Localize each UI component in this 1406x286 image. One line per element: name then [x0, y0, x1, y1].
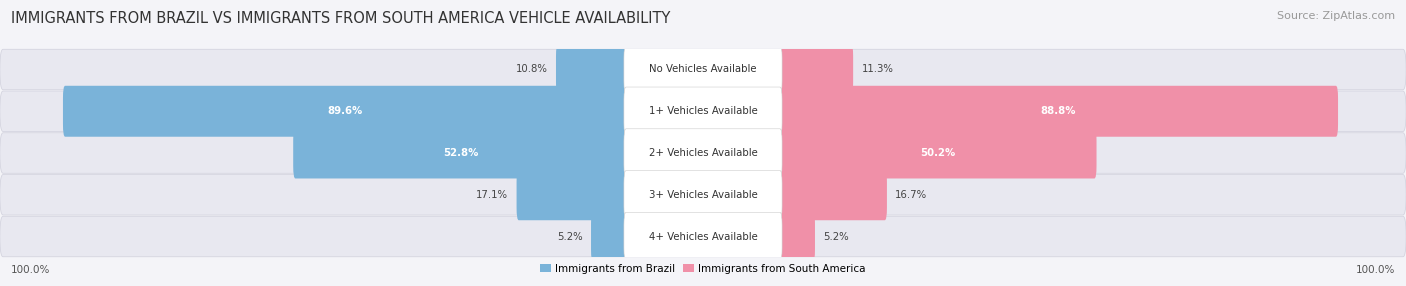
Text: 2+ Vehicles Available: 2+ Vehicles Available: [648, 148, 758, 158]
FancyBboxPatch shape: [63, 86, 627, 137]
FancyBboxPatch shape: [624, 170, 782, 219]
Text: 4+ Vehicles Available: 4+ Vehicles Available: [648, 232, 758, 241]
Text: 11.3%: 11.3%: [862, 65, 893, 74]
Text: 100.0%: 100.0%: [1355, 265, 1395, 275]
FancyBboxPatch shape: [779, 86, 1339, 137]
Text: 100.0%: 100.0%: [11, 265, 51, 275]
Text: Source: ZipAtlas.com: Source: ZipAtlas.com: [1277, 11, 1395, 21]
Text: 3+ Vehicles Available: 3+ Vehicles Available: [648, 190, 758, 200]
Text: 10.8%: 10.8%: [516, 65, 547, 74]
Text: 17.1%: 17.1%: [477, 190, 508, 200]
FancyBboxPatch shape: [516, 169, 627, 220]
FancyBboxPatch shape: [0, 174, 1406, 215]
FancyBboxPatch shape: [294, 128, 627, 178]
Text: 5.2%: 5.2%: [557, 232, 582, 241]
FancyBboxPatch shape: [0, 91, 1406, 132]
FancyBboxPatch shape: [779, 211, 815, 262]
FancyBboxPatch shape: [779, 128, 1097, 178]
Text: 50.2%: 50.2%: [920, 148, 955, 158]
Text: 52.8%: 52.8%: [443, 148, 478, 158]
FancyBboxPatch shape: [0, 216, 1406, 257]
Text: 16.7%: 16.7%: [896, 190, 928, 200]
FancyBboxPatch shape: [555, 44, 627, 95]
FancyBboxPatch shape: [591, 211, 627, 262]
FancyBboxPatch shape: [624, 129, 782, 177]
Text: 88.8%: 88.8%: [1040, 106, 1076, 116]
FancyBboxPatch shape: [779, 44, 853, 95]
FancyBboxPatch shape: [779, 169, 887, 220]
FancyBboxPatch shape: [624, 87, 782, 136]
Legend: Immigrants from Brazil, Immigrants from South America: Immigrants from Brazil, Immigrants from …: [536, 260, 870, 278]
Text: 5.2%: 5.2%: [824, 232, 849, 241]
FancyBboxPatch shape: [624, 45, 782, 94]
Text: No Vehicles Available: No Vehicles Available: [650, 65, 756, 74]
Text: 1+ Vehicles Available: 1+ Vehicles Available: [648, 106, 758, 116]
Text: 89.6%: 89.6%: [328, 106, 363, 116]
FancyBboxPatch shape: [624, 212, 782, 261]
Text: IMMIGRANTS FROM BRAZIL VS IMMIGRANTS FROM SOUTH AMERICA VEHICLE AVAILABILITY: IMMIGRANTS FROM BRAZIL VS IMMIGRANTS FRO…: [11, 11, 671, 26]
FancyBboxPatch shape: [0, 133, 1406, 173]
FancyBboxPatch shape: [0, 49, 1406, 90]
